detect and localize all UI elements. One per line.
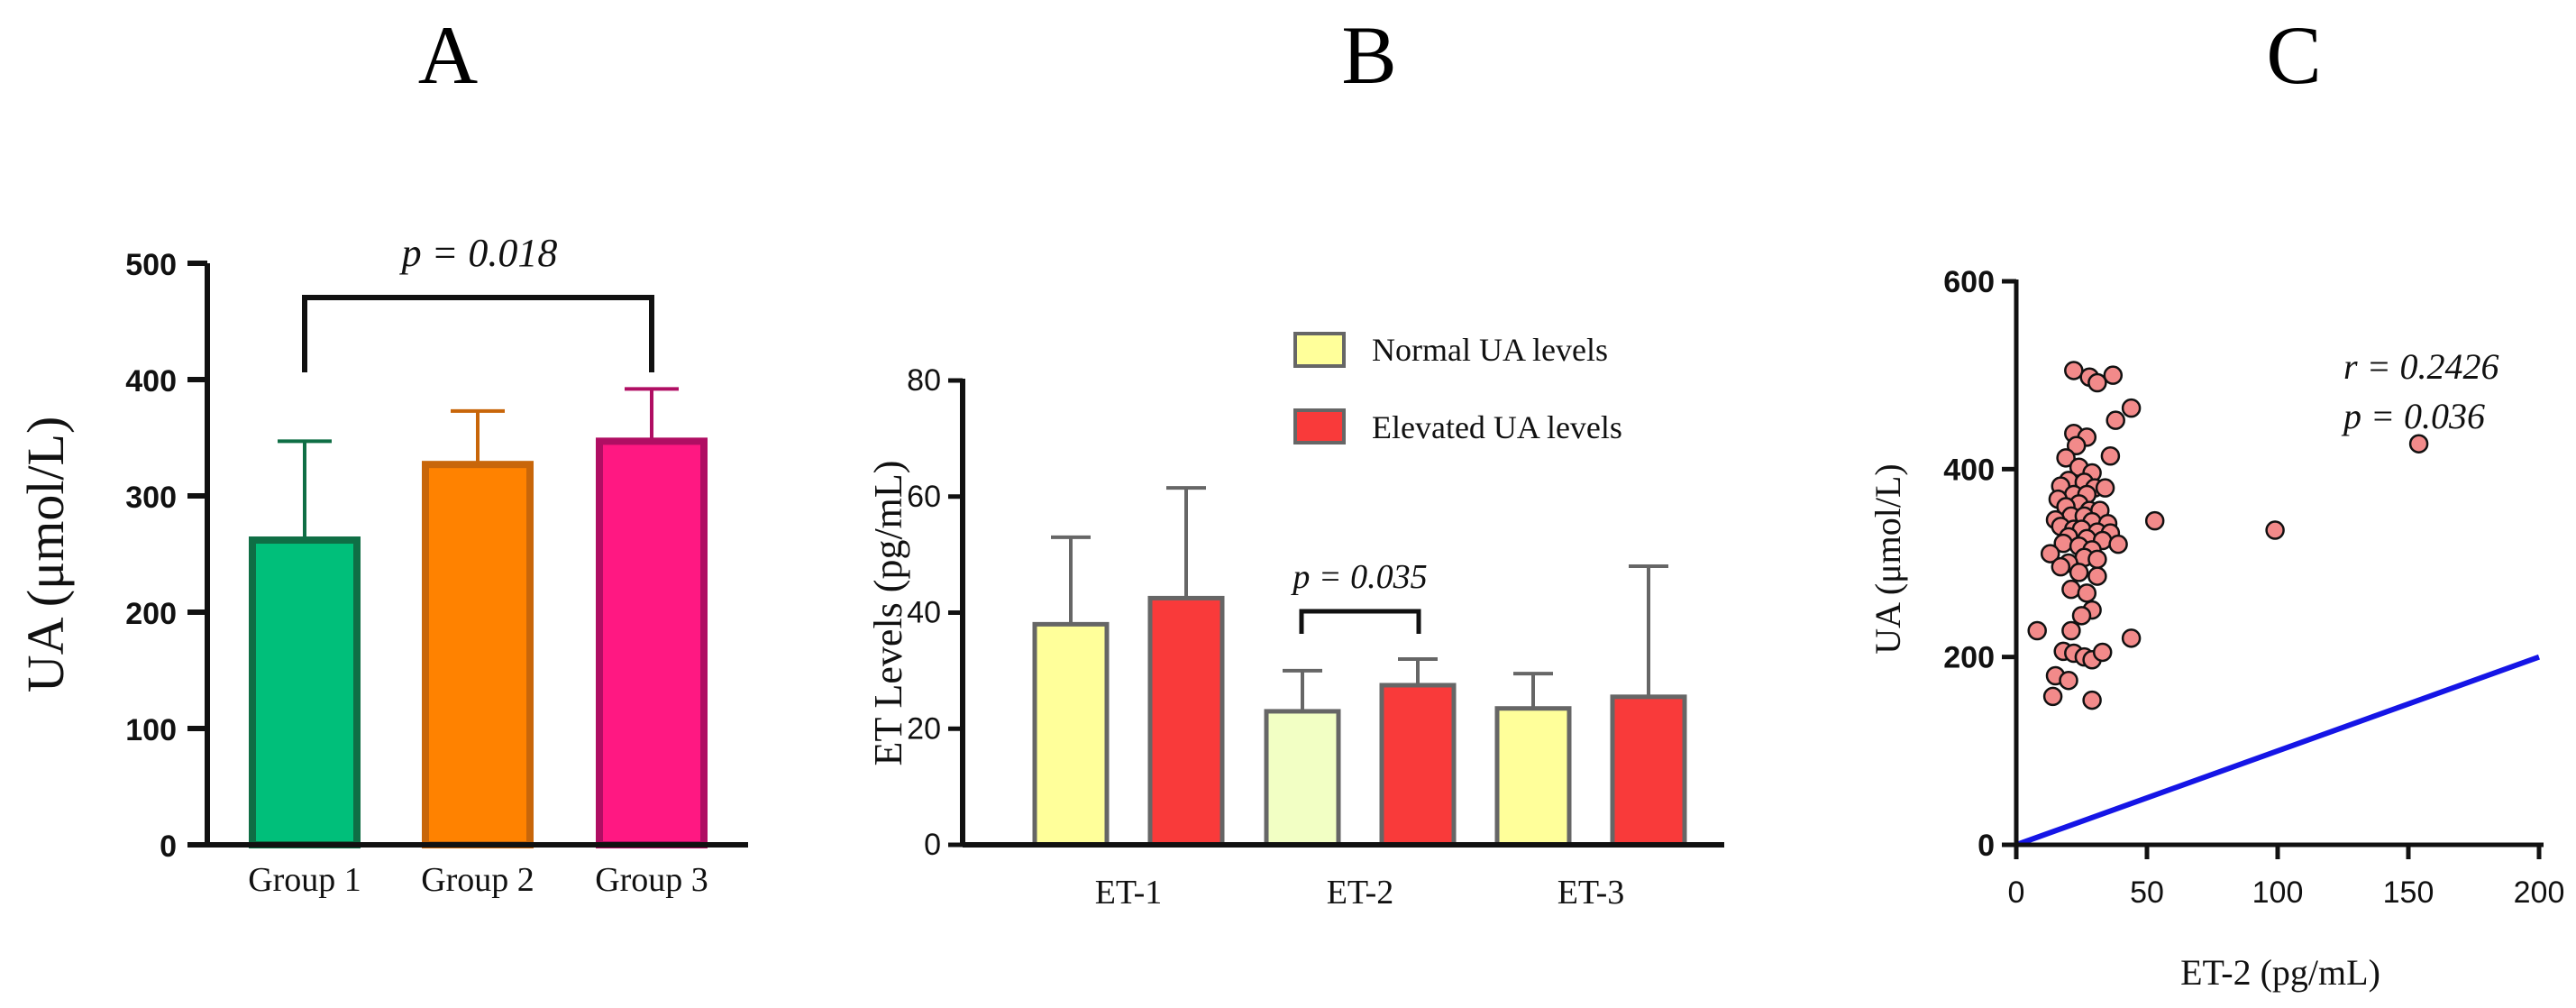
panel-c-data-point — [2103, 365, 2124, 385]
panel-c-data-point — [2144, 510, 2165, 531]
panel-c-r-value: r = 0.2426 — [2343, 346, 2499, 387]
panel-a-p-value: p = 0.018 — [399, 231, 558, 275]
panel-c-x-tick-label: 100 — [2252, 875, 2304, 910]
panel-a-x-tick-label: Group 3 — [595, 861, 708, 899]
panel-c-data-point — [2408, 434, 2429, 454]
panel-b-x-tick-label: ET-3 — [1557, 874, 1625, 912]
panel-a-bar-1 — [249, 536, 361, 849]
panel-b-bar-elevated-1 — [1147, 595, 1225, 848]
legend-label-elevated: Elevated UA levels — [1372, 409, 1622, 445]
panel-b-significance-bracket — [1299, 609, 1421, 634]
panel-c-data-point — [2069, 563, 2089, 582]
panel-b-p-value: p = 0.035 — [1290, 558, 1427, 596]
panel-c-chart: 0 200 400 600 0 50 100 150 200 UA (μmol/L) ET-2… — [1868, 265, 2564, 993]
panel-a-significance-bracket — [302, 295, 654, 372]
panel-b-bar-normal-3 — [1494, 706, 1572, 848]
panel-c-p-value: p = 0.036 — [2341, 396, 2485, 436]
panel-a-x-tick-label: Group 1 — [248, 861, 361, 899]
panel-a-y-tick-label: 200 — [125, 597, 177, 631]
panel-c-x-label: ET-2 (pg/mL) — [2180, 952, 2380, 993]
panel-a-x-tick-label: Group 2 — [421, 861, 534, 899]
panel-a-y-tick-label: 0 — [160, 829, 177, 864]
legend-label-normal: Normal UA levels — [1372, 332, 1608, 368]
panel-c-data-point — [2095, 478, 2115, 498]
panel-c-data-point — [2082, 690, 2102, 710]
panel-c-data-point — [2265, 520, 2285, 540]
panel-b-chart: 0 20 40 60 80 ET-1 ET-2 ET-3 ET Levels (pg/mL)… — [866, 332, 1724, 912]
panel-b-y-label: ET Levels (pg/mL) — [866, 461, 910, 766]
panel-a-y-label: UA (μmol/L) — [16, 417, 75, 693]
panel-c-data-point — [2027, 620, 2047, 641]
panel-b-x-tick-label: ET-2 — [1327, 874, 1394, 912]
panel-c-x-tick-label: 0 — [2008, 875, 2025, 910]
panel-c-data-point — [2066, 435, 2087, 456]
panel-c-data-point — [2106, 410, 2125, 430]
panel-b-y-tick-label: 40 — [907, 596, 941, 630]
panel-letter-a: A — [418, 9, 478, 101]
panel-c-data-point — [2121, 398, 2142, 418]
panel-a-y-tick-label: 400 — [125, 364, 177, 399]
panel-a-y-tick-label: 100 — [125, 713, 177, 747]
panel-c-data-point — [2040, 544, 2060, 564]
panel-a-chart: 0 100 200 300 400 500 Group 1 Group 2 Group 3 U… — [16, 231, 748, 899]
panel-c-data-point — [2121, 628, 2142, 648]
panel-c-x-tick-label: 150 — [2383, 875, 2434, 910]
panel-c-data-point — [2051, 556, 2071, 577]
panel-c-x-tick-label: 50 — [2130, 875, 2164, 910]
panel-c-data-point — [2087, 372, 2107, 393]
panel-c-y-label: UA (μmol/L) — [1868, 463, 1908, 654]
panel-a-y-tick-label: 300 — [125, 481, 177, 515]
panel-letter-c: C — [2266, 9, 2321, 101]
panel-c-data-point — [2042, 686, 2063, 707]
panel-b-bar-normal-1 — [1032, 621, 1110, 848]
panel-c-data-point — [2061, 579, 2081, 600]
panel-b-y-tick-label: 80 — [907, 363, 941, 398]
panel-letter-b: B — [1341, 9, 1396, 101]
panel-c-data-point — [2064, 361, 2084, 380]
legend-swatch-normal — [1293, 332, 1346, 368]
panel-c-data-point — [2087, 549, 2107, 570]
panel-b-bar-normal-2 — [1264, 709, 1341, 848]
panel-c-data-point — [2077, 583, 2097, 603]
panel-c-y-tick-label: 600 — [1943, 265, 1995, 299]
panel-c-data-point — [2071, 606, 2092, 626]
panel-c-data-point — [2100, 446, 2121, 466]
panel-b-x-tick-label: ET-1 — [1095, 874, 1163, 912]
panel-a-y-tick-label: 500 — [125, 248, 177, 282]
panel-c-y-tick-label: 0 — [1978, 829, 1995, 863]
panel-c-regression-line — [2014, 654, 2541, 848]
panel-c-data-point — [2092, 642, 2113, 663]
panel-c-data-point — [2059, 670, 2078, 691]
panel-b-bar-elevated-2 — [1379, 683, 1457, 848]
panel-b-y-tick-label: 60 — [907, 480, 941, 514]
panel-a-bar-3 — [596, 437, 708, 848]
legend-swatch-elevated — [1293, 408, 1346, 444]
panel-c-data-point — [2108, 534, 2128, 554]
panel-b-legend: Normal UA levels Elevated UA levels — [1293, 332, 1622, 445]
panel-b-y-tick-label: 0 — [924, 828, 941, 862]
panel-c-y-tick-label: 400 — [1943, 453, 1995, 487]
panel-c-data-point — [2061, 620, 2081, 641]
panel-c-data-point — [2056, 448, 2076, 468]
panel-c-y-tick-label: 200 — [1943, 641, 1995, 675]
panel-c-x-tick-label: 200 — [2514, 875, 2565, 910]
panel-c-data-point — [2087, 566, 2107, 586]
panel-b-y-tick-label: 20 — [907, 711, 941, 746]
panel-a-bar-2 — [422, 461, 534, 848]
panel-b-bar-elevated-3 — [1610, 694, 1687, 848]
